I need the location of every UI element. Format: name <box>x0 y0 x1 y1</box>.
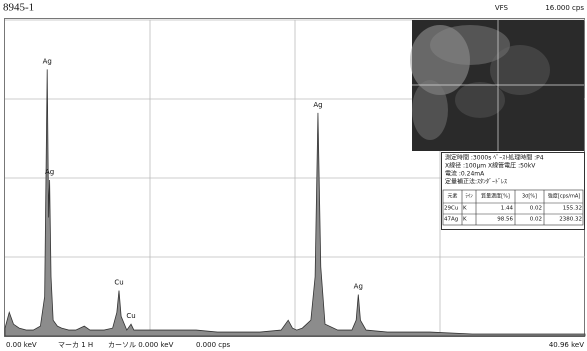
spectrum <box>4 69 586 337</box>
peak-label: Ag <box>43 57 52 65</box>
sem-image <box>410 20 584 151</box>
table-header: 質量濃度[%] <box>481 193 510 200</box>
peak-label: Ag <box>45 168 54 176</box>
table-cell: 1.44 <box>501 206 514 212</box>
x-max-label: 40.96 keV <box>549 341 584 349</box>
table-cell: 0.02 <box>530 217 542 223</box>
info-line: X線径 :100μm X線管電圧 :50kV <box>445 162 536 170</box>
sample-id: 8945-1 <box>3 2 34 14</box>
info-box <box>441 152 585 230</box>
table-header: 3σ[%] <box>522 194 537 200</box>
table-cell: 2380.32 <box>559 217 582 223</box>
table-cell: 98.56 <box>497 217 513 223</box>
table-cell: K <box>463 206 467 212</box>
x-min-label: 0.00 keV <box>6 341 37 349</box>
cursor-value: 0.000 cps <box>196 341 231 349</box>
info-table <box>442 189 584 226</box>
cursor: カーソル 0.000 keV <box>108 341 174 349</box>
table-cell: 47Ag <box>444 217 458 223</box>
info-line: 定量補正法:ｽﾀﾝﾀﾞｰﾄﾞﾚｽ <box>445 178 507 186</box>
table-header: ﾗｲﾝ <box>465 194 473 200</box>
peak-label: Ag <box>313 101 322 109</box>
table-cell: 0.02 <box>530 206 542 212</box>
info-line: 電流 :0.24mA <box>445 170 485 178</box>
info-line: 測定時間 :3000s ﾍﾟｰｽﾄ処理時間 :P4 <box>445 154 544 162</box>
mode: VFS <box>495 4 509 12</box>
marker: マーカ 1 H <box>58 341 93 349</box>
full-scale: 16.000 cps <box>545 4 584 12</box>
table-cell: 29Cu <box>444 206 458 212</box>
table-cell: K <box>463 217 467 223</box>
table-header: 強度[cps/mA] <box>548 193 580 200</box>
table-header: 元素 <box>447 193 457 200</box>
table-cell: 155.32 <box>563 206 582 212</box>
peak-label: Ag <box>354 283 363 291</box>
peak-label: Cu <box>114 279 123 287</box>
peak-label: Cu <box>126 312 135 320</box>
